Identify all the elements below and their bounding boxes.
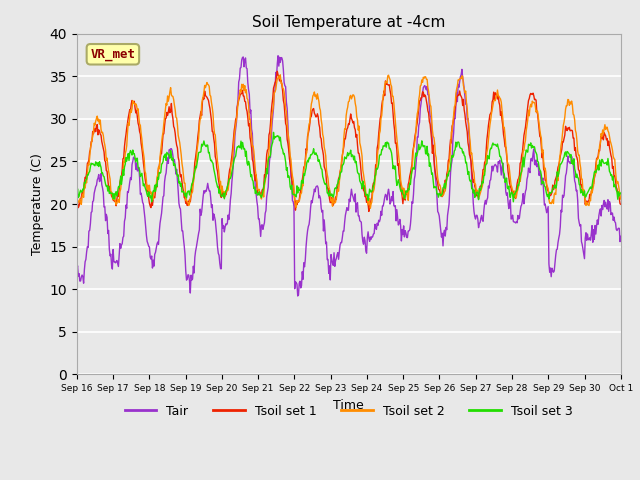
Text: VR_met: VR_met [90, 48, 136, 61]
X-axis label: Time: Time [333, 399, 364, 412]
Title: Soil Temperature at -4cm: Soil Temperature at -4cm [252, 15, 445, 30]
Y-axis label: Temperature (C): Temperature (C) [31, 153, 44, 255]
Legend: Tair, Tsoil set 1, Tsoil set 2, Tsoil set 3: Tair, Tsoil set 1, Tsoil set 2, Tsoil se… [120, 400, 577, 423]
